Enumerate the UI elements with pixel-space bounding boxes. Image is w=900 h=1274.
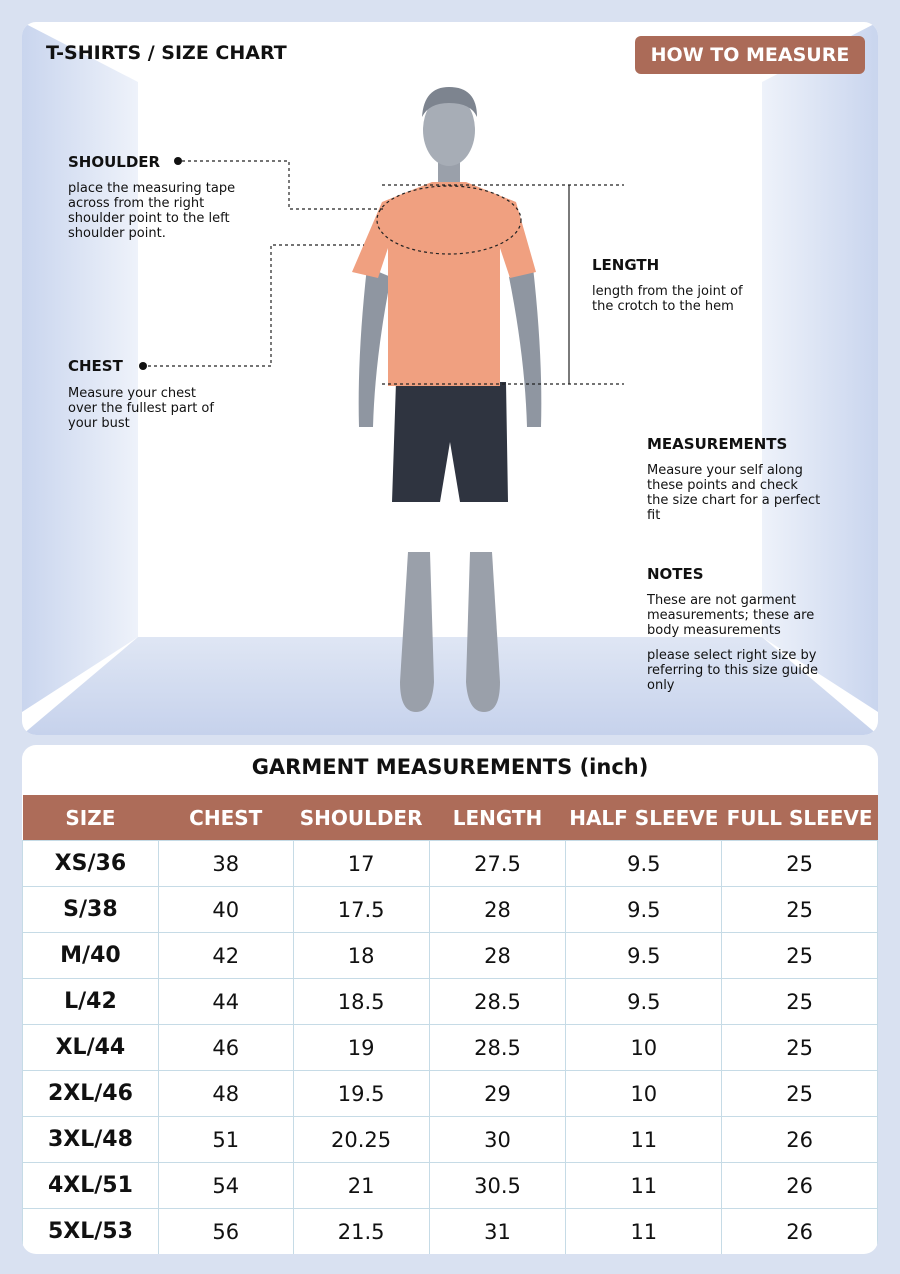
table-body: XS/36 38 17 27.5 9.5 25 S/38 40 17.5 28 9.5 25 M/40 4… [22,840,878,1254]
dot [174,157,182,165]
measurements-label: MEASUREMENTS [647,435,788,453]
table-row: 3XL/48 51 20.25 30 11 26 [22,1116,878,1163]
size-cell: 2XL/46 [22,1070,159,1117]
value-cell: 21 [292,1162,430,1209]
size-cell: 3XL/48 [22,1116,159,1163]
value-cell: 26 [721,1208,878,1254]
value-cell: 9.5 [565,932,723,979]
value-cell: 17.5 [292,886,430,933]
value-cell: 51 [157,1116,294,1163]
measurements-text: Measure your self along these points and… [647,463,821,523]
value-cell: 30.5 [428,1162,567,1209]
column-header: LENGTH [429,795,566,841]
dot [139,362,147,370]
value-cell: 19 [292,1024,430,1071]
table-row: XL/44 46 19 28.5 10 25 [22,1024,878,1071]
column-header: SIZE [22,795,159,841]
size-cell: XS/36 [22,840,159,887]
value-cell: 26 [721,1162,878,1209]
shoulder-label: SHOULDER [68,153,161,171]
value-cell: 40 [157,886,294,933]
chest-label: CHEST [68,357,123,375]
value-cell: 25 [721,1024,878,1071]
value-cell: 26 [721,1116,878,1163]
table-row: S/38 40 17.5 28 9.5 25 [22,886,878,933]
value-cell: 11 [565,1116,723,1163]
value-cell: 18.5 [292,978,430,1025]
notes-text: These are not garment measurements; thes… [647,593,815,638]
table-title: GARMENT MEASUREMENTS (inch) [251,755,649,779]
value-cell: 17 [292,840,430,887]
shoulder-text: place the measuring tape across from the… [68,181,236,241]
value-cell: 56 [157,1208,294,1254]
table-card: GARMENT MEASUREMENTS (inch) SIZE CHEST SHO… [22,745,878,1254]
value-cell: 25 [721,886,878,933]
column-header: SHOULDER [293,795,430,841]
value-cell: 46 [157,1024,294,1071]
value-cell: 25 [721,1070,878,1117]
length-text: length from the joint of the crotch to t… [592,284,743,314]
value-cell: 29 [428,1070,567,1117]
how-to-measure-button[interactable]: HOW TO MEASURE [635,36,865,74]
notes-text: please select right size by referring to… [647,648,819,693]
column-header: HALF SLEEVE [565,795,722,841]
value-cell: 18 [292,932,430,979]
value-cell: 31 [428,1208,567,1254]
size-cell: XL/44 [22,1024,159,1071]
value-cell: 28 [428,932,567,979]
size-cell: M/40 [22,932,159,979]
table-row: 5XL/53 56 21.5 31 11 26 [22,1208,878,1254]
chest-text: Measure your chest over the fullest part… [68,386,214,431]
table-row: M/40 42 18 28 9.5 25 [22,932,878,979]
mannequin [352,87,542,712]
column-header: FULL SLEEVE [721,795,878,841]
value-cell: 11 [565,1162,723,1209]
value-cell: 25 [721,932,878,979]
value-cell: 20.25 [292,1116,430,1163]
size-table: SIZE CHEST SHOULDER LENGTH HALF SLEEVE FULL S… [22,795,878,1254]
size-cell: 4XL/51 [22,1162,159,1209]
size-cell: L/42 [22,978,159,1025]
value-cell: 9.5 [565,978,723,1025]
length-label: LENGTH [592,256,660,274]
value-cell: 42 [157,932,294,979]
table-row: 2XL/46 48 19.5 29 10 25 [22,1070,878,1117]
measure-card: T-SHIRTS / SIZE CHART HOW TO MEASURE SHO… [22,22,878,735]
value-cell: 28 [428,886,567,933]
value-cell: 48 [157,1070,294,1117]
value-cell: 11 [565,1208,723,1254]
value-cell: 27.5 [428,840,567,887]
size-cell: S/38 [22,886,159,933]
value-cell: 54 [157,1162,294,1209]
value-cell: 10 [565,1070,723,1117]
value-cell: 28.5 [428,978,567,1025]
table-row: 4XL/51 54 21 30.5 11 26 [22,1162,878,1209]
value-cell: 19.5 [292,1070,430,1117]
value-cell: 9.5 [565,840,723,887]
table-row: L/42 44 18.5 28.5 9.5 25 [22,978,878,1025]
value-cell: 25 [721,840,878,887]
value-cell: 25 [721,978,878,1025]
value-cell: 21.5 [292,1208,430,1254]
notes-label: NOTES [647,565,704,583]
illustration [22,22,878,735]
value-cell: 10 [565,1024,723,1071]
value-cell: 38 [157,840,294,887]
value-cell: 9.5 [565,886,723,933]
header-row: SIZE CHEST SHOULDER LENGTH HALF SLEEVE FULL S… [22,795,878,841]
column-header: CHEST [158,795,294,841]
size-cell: 5XL/53 [22,1208,159,1254]
guide-lines [148,160,624,385]
table-row: XS/36 38 17 27.5 9.5 25 [22,840,878,887]
title: T-SHIRTS / SIZE CHART [46,42,287,64]
value-cell: 44 [157,978,294,1025]
value-cell: 28.5 [428,1024,567,1071]
value-cell: 30 [428,1116,567,1163]
